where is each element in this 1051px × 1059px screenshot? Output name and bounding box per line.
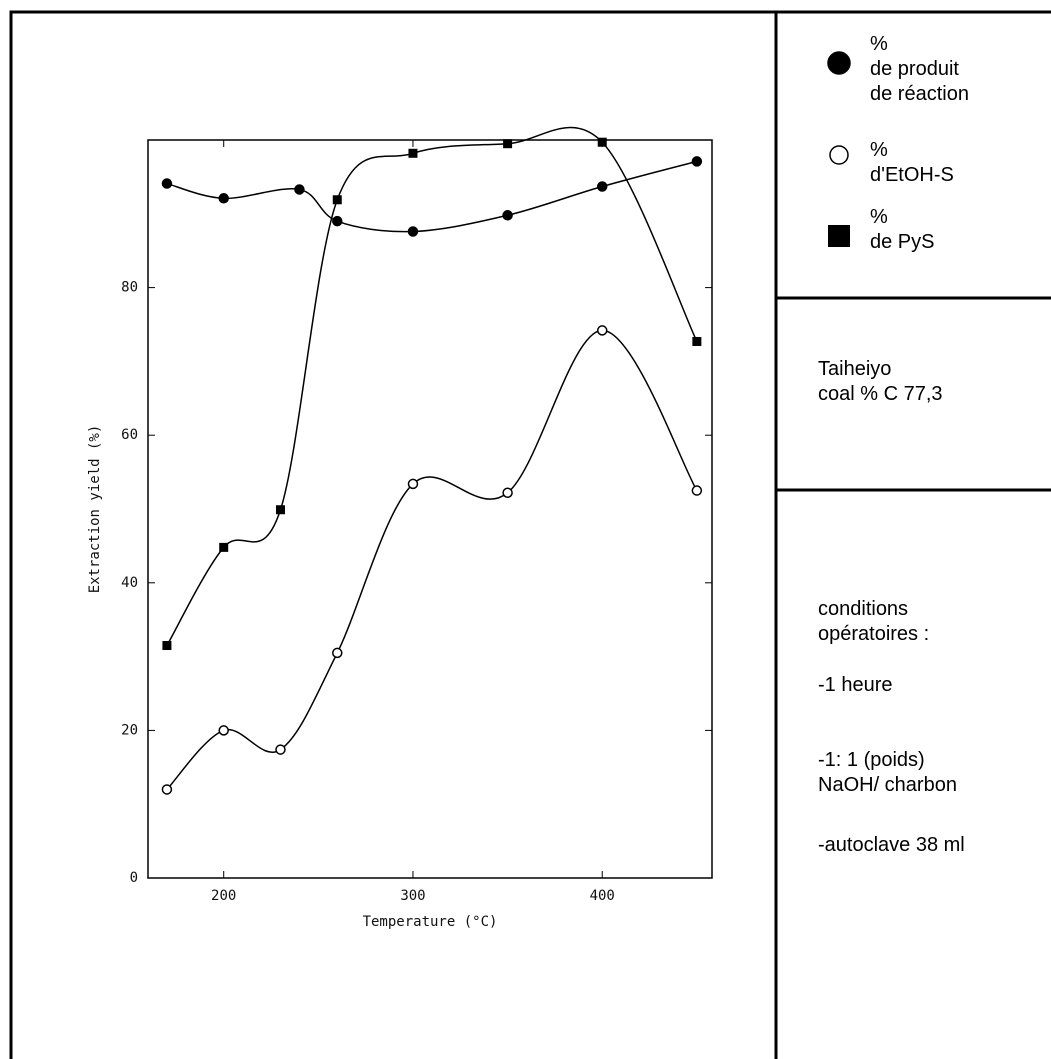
marker (332, 215, 343, 227)
marker (503, 139, 513, 149)
y-tick-label: 0 (130, 870, 138, 886)
x-tick-label: 300 (400, 888, 425, 904)
sample-note: Taiheiyo coal % C 77,3 (818, 358, 943, 405)
x-tick-label: 400 (590, 888, 615, 904)
condition: -autoclave 38 ml (818, 834, 965, 856)
marker (161, 784, 173, 795)
marker (691, 485, 703, 496)
legend-marker (829, 145, 849, 165)
marker (407, 226, 419, 237)
marker (692, 336, 702, 346)
plot-frame (147, 139, 713, 879)
legend-label: % de produit de réaction (870, 33, 969, 105)
marker (218, 725, 229, 736)
marker (596, 181, 608, 192)
marker (218, 193, 229, 204)
marker (219, 542, 229, 552)
legend-label: % de PyS (870, 206, 935, 253)
frame (9, 10, 1051, 1059)
x-tick-label: 200 (211, 888, 236, 904)
marker (407, 478, 419, 490)
y-tick-label: 60 (121, 427, 138, 443)
marker (408, 148, 418, 158)
condition: -1 heure (818, 674, 893, 696)
marker (502, 210, 513, 221)
marker (275, 505, 285, 515)
marker (502, 487, 513, 499)
x-axis-label: Temperature (°C) (363, 914, 498, 930)
marker (691, 156, 703, 167)
y-axis-label: Extraction yield (%) (87, 425, 103, 594)
marker (162, 641, 172, 651)
curve (166, 126, 698, 646)
marker (332, 647, 343, 659)
curve (166, 160, 698, 233)
legend-marker (828, 225, 850, 247)
marker (161, 178, 173, 189)
legend-label: % d'EtOH-S (870, 139, 954, 186)
y-tick-label: 40 (121, 575, 138, 591)
marker (332, 195, 342, 205)
y-tick-label: 20 (121, 722, 138, 738)
marker (275, 744, 286, 755)
marker (829, 145, 849, 165)
legend-marker (827, 51, 851, 75)
marker (294, 184, 305, 195)
condition: conditions opératoires : (818, 598, 930, 645)
marker (597, 137, 607, 147)
curve (166, 329, 698, 790)
marker (828, 225, 850, 247)
condition: -1: 1 (poids) NaOH/ charbon (818, 749, 957, 796)
y-tick-label: 80 (121, 280, 138, 296)
marker (596, 325, 608, 336)
marker (827, 51, 851, 75)
